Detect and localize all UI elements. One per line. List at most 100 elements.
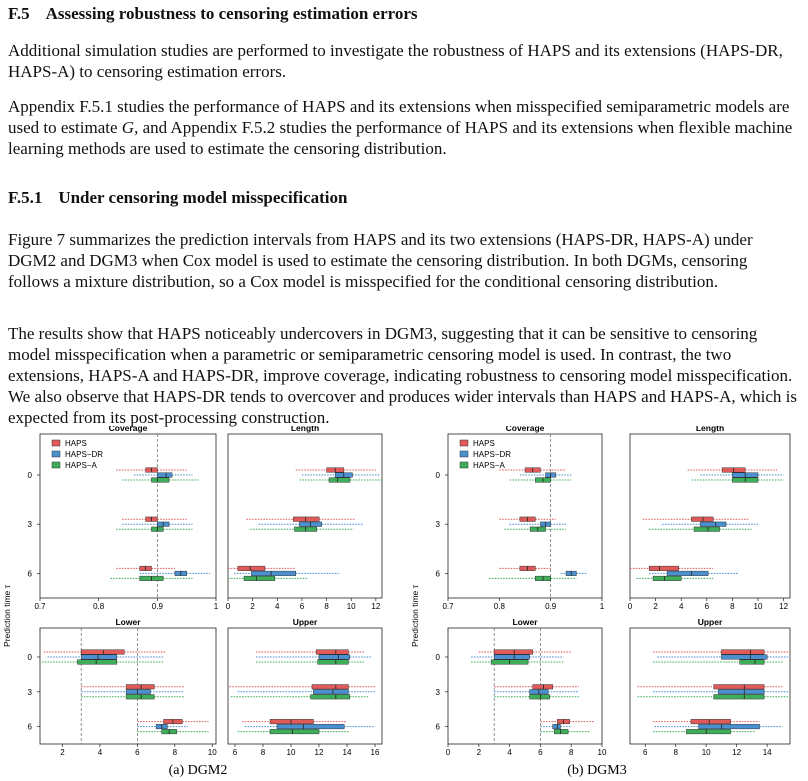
legend-swatch xyxy=(51,439,61,447)
box xyxy=(77,659,118,665)
panel-title: Upper xyxy=(293,617,318,627)
x-tick-label: 8 xyxy=(673,748,678,757)
box xyxy=(493,654,530,660)
box xyxy=(739,659,765,665)
legend-swatch xyxy=(459,461,469,469)
subsection-title: Under censoring model misspecification xyxy=(58,188,348,207)
box xyxy=(310,694,351,700)
y-tick-label: 3 xyxy=(28,520,33,529)
x-tick-label: 2 xyxy=(250,602,255,611)
x-tick-label: 4 xyxy=(507,748,512,757)
legend-swatch xyxy=(459,439,469,447)
y-tick-label: 6 xyxy=(28,723,33,732)
x-tick-label: 2 xyxy=(477,748,482,757)
panel-frame xyxy=(227,627,383,745)
panel-title: Upper xyxy=(698,617,723,627)
x-tick-label: 4 xyxy=(98,748,103,757)
subfigure-caption: (b) DGM3 xyxy=(567,763,627,778)
box xyxy=(691,516,714,522)
box xyxy=(693,526,720,532)
y-tick-label: 0 xyxy=(28,471,33,480)
box xyxy=(276,724,345,730)
legend-label: HAPS−A xyxy=(473,461,505,470)
x-tick-label: 0 xyxy=(226,602,231,611)
y-tick-label: 3 xyxy=(28,688,33,697)
subfigure-caption: (a) DGM2 xyxy=(169,763,228,778)
box xyxy=(493,649,533,655)
x-tick-label: 0.8 xyxy=(93,602,105,611)
x-tick-label: 6 xyxy=(135,748,140,757)
panel-frame xyxy=(629,627,791,745)
panel-title: Length xyxy=(696,426,724,433)
x-tick-label: 2 xyxy=(653,602,658,611)
panel-frame xyxy=(227,433,383,599)
box xyxy=(293,516,320,522)
x-tick-label: 6 xyxy=(705,602,710,611)
box xyxy=(328,477,351,483)
panel-title: Lower xyxy=(115,617,141,627)
box xyxy=(318,654,351,660)
panel-upper: Upper 6 8 10 12 14 16 xyxy=(227,617,383,757)
legend-swatch xyxy=(51,450,61,458)
box xyxy=(532,684,553,690)
box xyxy=(698,724,760,730)
panel-length: Length 0 2 4 6 8 10 12 xyxy=(628,426,791,611)
subsection-heading: F.5.1 Under censoring model misspecificat… xyxy=(8,188,347,208)
y-tick-label: 6 xyxy=(436,723,441,732)
x-tick-label: 6 xyxy=(300,602,305,611)
panel-frame xyxy=(39,627,217,745)
box xyxy=(648,565,679,571)
paragraph-1: Additional simulation studies are perfor… xyxy=(8,41,783,81)
box xyxy=(311,684,349,690)
x-tick-label: 8 xyxy=(569,748,574,757)
box xyxy=(125,694,155,700)
x-tick-label: 10 xyxy=(754,602,763,611)
y-tick-label: 0 xyxy=(436,653,441,662)
x-tick-label: 0.9 xyxy=(152,602,164,611)
legend: HAPS HAPS−DR HAPS−A xyxy=(51,439,103,470)
box xyxy=(652,575,682,581)
x-tick-label: 0.8 xyxy=(494,602,506,611)
box xyxy=(243,575,276,581)
x-tick-label: 10 xyxy=(287,748,296,757)
x-tick-label: 0 xyxy=(628,602,633,611)
legend-swatch xyxy=(459,450,469,458)
box xyxy=(718,689,765,695)
y-tick-label: 6 xyxy=(28,569,33,578)
x-tick-label: 4 xyxy=(679,602,684,611)
box xyxy=(125,689,151,695)
panel-frame xyxy=(629,433,791,599)
box xyxy=(157,472,173,478)
x-tick-label: 12 xyxy=(779,602,788,611)
x-tick-label: 6 xyxy=(538,748,543,757)
y-tick-label: 6 xyxy=(436,569,441,578)
section-number: F.5 xyxy=(8,4,30,23)
panel-coverage: Coverage 0.7 0.8 0.9 1 0 3 6 xyxy=(28,426,219,611)
legend: HAPS HAPS−DR HAPS−A xyxy=(459,439,511,470)
y-tick-label: 0 xyxy=(436,471,441,480)
box xyxy=(529,694,550,700)
x-tick-label: 8 xyxy=(261,748,266,757)
panel-lower: Lower 0 2 4 6 8 10 0 3 6 xyxy=(436,617,607,757)
box xyxy=(554,729,569,735)
x-tick-label: 10 xyxy=(598,748,607,757)
box xyxy=(151,477,170,483)
panel-frame xyxy=(447,433,603,599)
y-axis-label: Prediction time τ xyxy=(410,584,420,647)
box xyxy=(80,649,125,655)
box xyxy=(269,719,314,725)
box xyxy=(317,659,349,665)
box xyxy=(552,724,561,730)
panel-lower: Lower 2 4 6 8 10 0 3 6 xyxy=(28,617,218,757)
panel-frame xyxy=(447,627,603,745)
legend-label: HAPS xyxy=(65,439,87,448)
x-tick-label: 10 xyxy=(702,748,711,757)
legend-label: HAPS−A xyxy=(65,461,97,470)
y-axis-label: Prediction time τ xyxy=(2,584,12,647)
paragraph-2: Appendix F.5.1 studies the performance o… xyxy=(8,96,802,159)
legend-label: HAPS−DR xyxy=(473,450,511,459)
legend-label: HAPS−DR xyxy=(65,450,103,459)
box xyxy=(721,649,765,655)
